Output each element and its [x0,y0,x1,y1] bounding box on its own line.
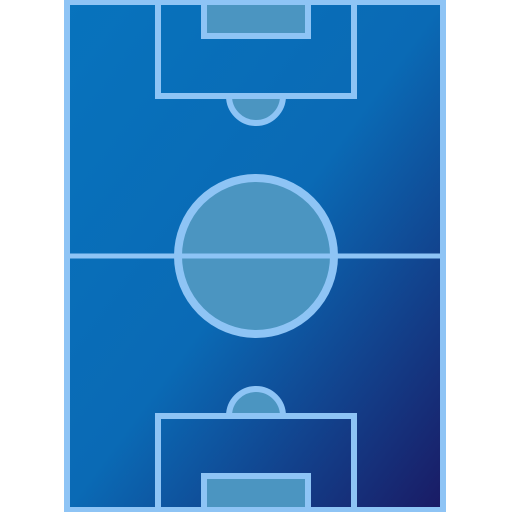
bottom-penalty-arc [225,386,287,419]
top-penalty-arc [225,93,287,126]
top-goal-area [201,0,311,39]
field-boundary [64,0,446,512]
bottom-goal-area [201,473,311,512]
